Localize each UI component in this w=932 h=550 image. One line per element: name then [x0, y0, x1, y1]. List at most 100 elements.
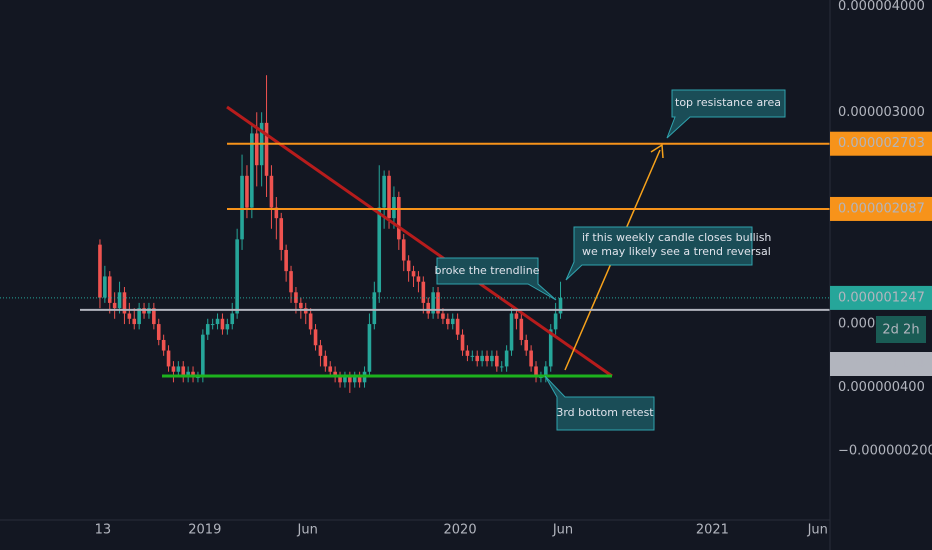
candle-body: [127, 313, 132, 319]
candle-body: [269, 175, 274, 208]
candle-body: [431, 292, 435, 314]
candle-body: [323, 355, 328, 367]
candle-body: [436, 292, 440, 314]
candle-body: [166, 350, 171, 367]
candle-body: [499, 366, 504, 368]
candle-body: [196, 377, 200, 379]
candle-body: [421, 281, 426, 303]
candle-body: [558, 297, 563, 314]
candle-body: [215, 318, 220, 325]
candle-body: [225, 324, 230, 330]
candle-body: [397, 196, 401, 240]
candle-body: [264, 122, 269, 176]
candle-body: [186, 371, 190, 378]
candle-body: [117, 292, 122, 309]
price-label: 0.000002703: [838, 136, 925, 151]
candle-body: [235, 239, 239, 314]
countdown-box: [876, 316, 926, 343]
candle-body: [495, 355, 499, 367]
price-label: 0.000001134: [838, 357, 925, 372]
candle-body: [475, 355, 480, 362]
annotation: we may likely see a trend reversal: [582, 245, 771, 258]
candle-body: [485, 355, 489, 362]
candle-body: [107, 276, 112, 303]
candle-body: [392, 196, 396, 219]
candle-body: [446, 318, 450, 325]
x-tick-label: 2019: [188, 523, 221, 538]
candle-body: [137, 308, 141, 325]
candle-body: [441, 313, 445, 319]
candle-body: [490, 355, 494, 362]
candle-body: [299, 302, 303, 309]
annotation: 3rd bottom retest: [556, 406, 654, 419]
candle-body: [191, 371, 195, 378]
x-tick-label: 2021: [696, 523, 729, 538]
price-label-box: [830, 196, 932, 221]
x-tick-label: 13: [95, 523, 112, 538]
annotation: broke the trendline: [435, 264, 540, 277]
candle-body: [250, 133, 254, 208]
candle-body: [348, 377, 352, 383]
annotation: if this weekly candle closes bullish: [582, 231, 771, 244]
candle-body: [103, 276, 107, 298]
candle-body: [284, 249, 288, 272]
callout: [565, 226, 753, 281]
candle-body: [352, 377, 357, 383]
candle-body: [460, 334, 465, 351]
price-label-box: [830, 285, 932, 310]
candle-body: [401, 239, 406, 261]
y-tick-label: −0.000000200: [838, 444, 932, 459]
candle-body: [382, 175, 386, 208]
candle-body: [308, 313, 313, 330]
candle-body: [176, 366, 181, 372]
callout: [436, 257, 557, 301]
candle-body: [279, 218, 284, 250]
candle-body: [416, 276, 421, 282]
candle-body: [294, 292, 298, 303]
candle-body: [318, 345, 323, 356]
candle-body: [313, 329, 318, 346]
candle-body: [367, 324, 372, 372]
candle-body: [171, 366, 176, 372]
y-tick-label: 0.000004000: [838, 0, 925, 14]
x-tick-label: Jun: [807, 523, 828, 538]
candle-body: [98, 244, 102, 298]
candle-body: [289, 271, 293, 293]
callout: [544, 375, 655, 431]
callouts: top resistance area if this weekly candl…: [435, 89, 786, 431]
countdown: 2d 2h: [882, 323, 919, 338]
arrow-head: [650, 143, 664, 159]
candle-body: [333, 371, 337, 378]
y-tick-label: 0.000003000: [838, 105, 925, 120]
candle-body: [338, 377, 342, 383]
candle-body: [553, 313, 558, 330]
candle-body: [455, 318, 460, 335]
x-tick-label: Jun: [552, 523, 573, 538]
candle-body: [524, 339, 529, 351]
candle-body: [122, 292, 127, 314]
candle-body: [509, 313, 514, 351]
candle-body: [470, 355, 475, 357]
candle-body: [406, 260, 411, 272]
candle-body: [156, 324, 161, 340]
candle-body: [132, 318, 137, 325]
candle-body: [357, 377, 362, 383]
candle-body: [230, 313, 235, 325]
candle-body: [112, 302, 117, 309]
price-label-box: [830, 131, 932, 156]
candle-body: [534, 366, 538, 378]
candle-body: [411, 271, 416, 277]
candle-body: [504, 350, 509, 367]
price-label: 0.000002087: [838, 201, 925, 216]
price-label: 0.000001247: [838, 290, 925, 305]
candle-body: [514, 313, 519, 319]
x-tick-label: Jun: [297, 523, 318, 538]
candle-body: [240, 175, 244, 240]
candle-body: [377, 207, 382, 293]
candle-body: [220, 318, 225, 330]
candle-body: [465, 350, 470, 356]
candle-body: [539, 377, 543, 379]
x-tick-label: 2020: [444, 523, 477, 538]
candle-body: [161, 339, 166, 351]
